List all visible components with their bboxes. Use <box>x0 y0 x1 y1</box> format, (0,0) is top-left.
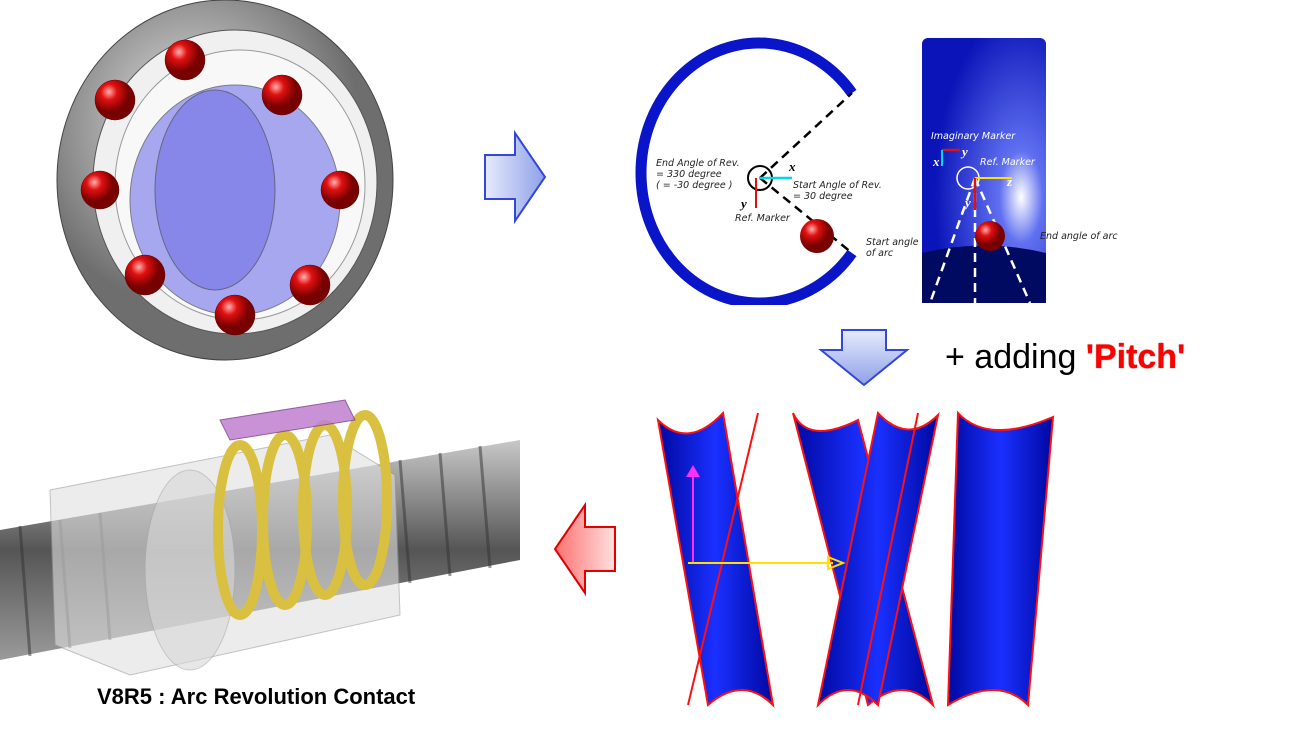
ball-screw-illustration <box>0 399 520 676</box>
y-axis-label: y <box>741 196 747 211</box>
start-angle-line: = 30 degree <box>793 191 853 202</box>
y-axis-label-2: y <box>962 144 968 159</box>
start-arc-line: Start angle <box>866 237 919 248</box>
x-axis-label-2: x <box>933 154 940 169</box>
end-angle-rev-label: End Angle of Rev. = 330 degree ( = -30 d… <box>656 158 740 191</box>
arc-revolution-diagram <box>635 37 857 305</box>
start-angle-rev-label: Start Angle of Rev. = 30 degree <box>793 180 882 202</box>
end-angle-arc-label: End angle of arc <box>1040 231 1118 242</box>
caption: V8R5 : Arc Revolution Contact <box>97 684 416 709</box>
y-axis-label-3: y <box>965 195 971 210</box>
pitch-prefix: + adding <box>945 338 1086 376</box>
start-angle-arc-label: Start angle of arc <box>866 237 919 259</box>
ref-marker-label-2: Ref. Marker <box>980 157 1035 168</box>
end-angle-line: End Angle of Rev. <box>656 158 740 169</box>
x-axis-label: x <box>789 159 796 174</box>
imaginary-marker-label: Imaginary Marker <box>931 131 1016 142</box>
adding-pitch-text: + adding 'Pitch' <box>945 338 1185 377</box>
ref-marker-label: Ref. Marker <box>735 213 790 224</box>
pitch-highlight: 'Pitch' <box>1085 338 1186 376</box>
start-arc-line: of arc <box>866 248 894 259</box>
left-arrow-icon <box>553 502 616 597</box>
end-angle-line: = 330 degree <box>656 169 722 180</box>
arc-cross-section <box>922 38 1046 303</box>
down-arrow-icon <box>818 329 910 387</box>
end-angle-line: ( = -30 degree ) <box>656 180 733 191</box>
z-axis-label: z <box>1007 174 1013 189</box>
right-arrow-icon <box>484 130 547 225</box>
bearing-illustration <box>56 0 394 361</box>
helical-pitch-surface <box>656 410 1055 709</box>
start-angle-line: Start Angle of Rev. <box>793 180 882 191</box>
